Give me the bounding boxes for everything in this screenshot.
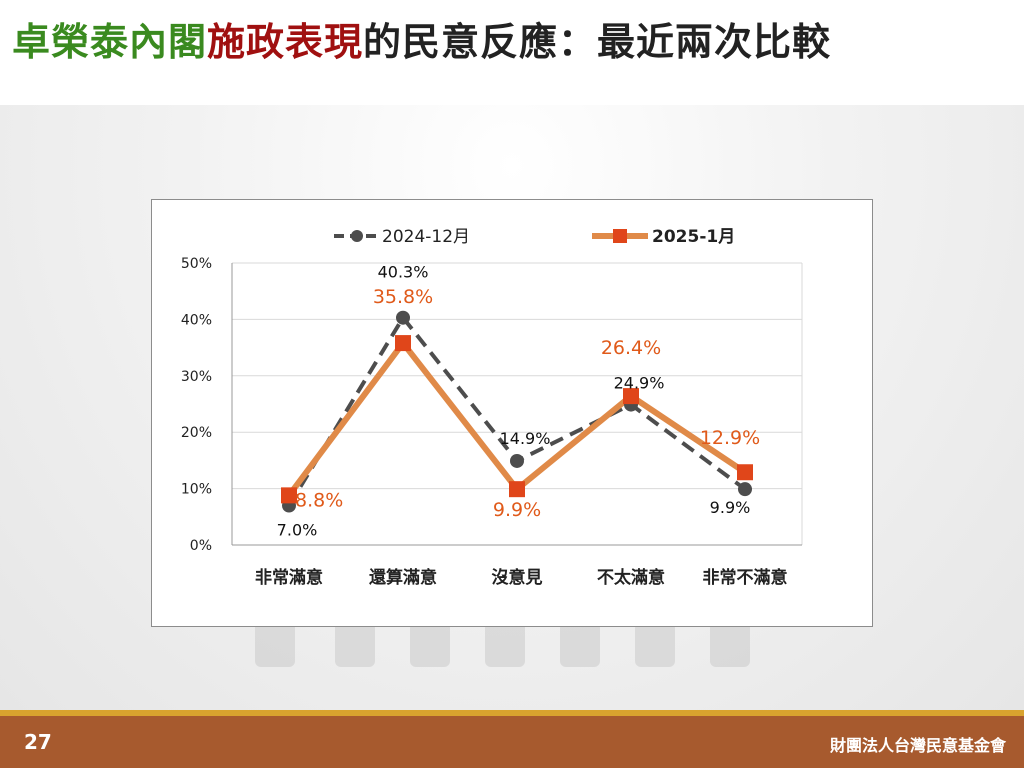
data-label-2024-12: 9.9% (710, 498, 751, 517)
data-label-2024-12: 14.9% (500, 429, 551, 448)
background-watermark (255, 622, 750, 667)
series-point-2025-1 (395, 335, 411, 352)
y-tick-label: 50% (181, 256, 212, 272)
series-point-2024-12 (738, 482, 752, 497)
data-label-2024-12: 24.9% (614, 374, 665, 393)
title-part-1: 卓榮泰內閣 (12, 20, 208, 64)
y-tick-label: 30% (181, 369, 212, 385)
x-tick-label: 還算滿意 (369, 567, 437, 588)
series-point-2025-1 (281, 487, 297, 504)
y-tick-label: 10% (181, 482, 212, 498)
line-chart: 0% 10% 20% 30% 40% 50% 非常滿意 還算滿意 沒意見 不太滿意 非常不滿意 7.0… (181, 227, 803, 588)
title-part-3: 的民意反應：最近兩次比較 (363, 20, 832, 64)
organization-name: 財團法人台灣民意基金會 (829, 736, 1006, 755)
legend-marker-2025-1 (613, 229, 627, 243)
series-point-2025-1 (509, 481, 525, 498)
series-point-2024-12 (396, 310, 410, 325)
x-tick-label: 不太滿意 (597, 567, 665, 588)
data-label-2025-1: 8.8% (295, 489, 343, 511)
x-tick-label: 沒意見 (492, 567, 543, 588)
x-tick-label: 非常滿意 (255, 567, 323, 588)
chart-panel: 0% 10% 20% 30% 40% 50% 非常滿意 還算滿意 沒意見 不太滿意 非常不滿意 7.0… (151, 199, 873, 627)
legend-label-2025-1: 2025-1月 (652, 227, 735, 247)
data-label-2025-1: 35.8% (373, 286, 433, 308)
data-label-2025-1: 26.4% (601, 337, 661, 359)
data-label-2024-12: 7.0% (277, 521, 318, 540)
title-bar: 卓榮泰內閣施政表現的民意反應：最近兩次比較 (0, 0, 1024, 105)
data-label-2024-12: 40.3% (378, 263, 429, 282)
page-number: 27 (24, 730, 52, 754)
legend-marker-2024-12 (351, 230, 363, 242)
slide-title: 卓榮泰內閣施政表現的民意反應：最近兩次比較 (12, 20, 832, 64)
series-point-2025-1 (623, 388, 639, 405)
legend-label-2024-12: 2024-12月 (382, 227, 470, 247)
title-part-2: 施政表現 (207, 20, 364, 64)
x-tick-label: 非常不滿意 (703, 567, 788, 588)
y-tick-label: 20% (181, 425, 212, 441)
series-point-2024-12 (510, 453, 524, 468)
y-tick-label: 40% (181, 312, 212, 328)
footer-bar: 27 財團法人台灣民意基金會 (0, 716, 1024, 768)
y-tick-label: 0% (190, 538, 212, 554)
data-label-2025-1: 9.9% (493, 499, 541, 521)
series-line-2025-1 (286, 340, 747, 498)
series-line-2024-12 (287, 315, 747, 507)
footer-accent-line (0, 710, 1024, 716)
data-label-2025-1: 12.9% (700, 427, 760, 449)
series-point-2025-1 (737, 464, 753, 481)
